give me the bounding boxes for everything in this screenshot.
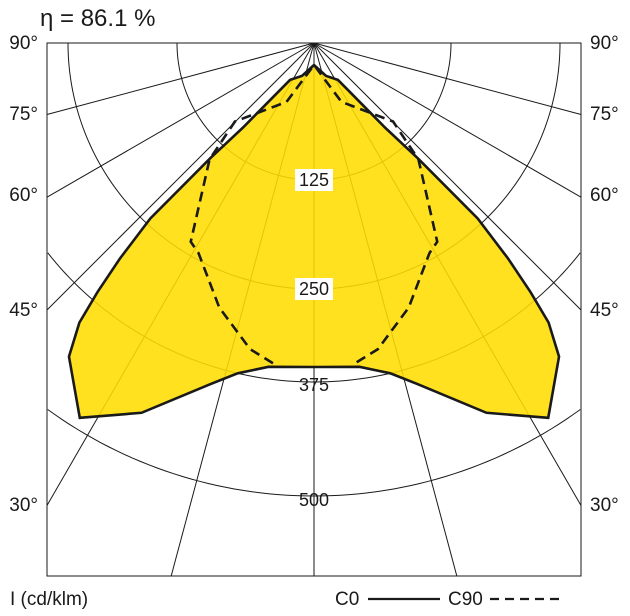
svg-text:60°: 60° [9,185,38,206]
svg-text:375: 375 [299,375,329,395]
svg-text:500: 500 [299,490,329,510]
svg-text:30°: 30° [9,495,38,516]
svg-text:η = 86.1 %: η = 86.1 % [40,5,155,32]
svg-text:75°: 75° [9,104,38,125]
svg-text:60°: 60° [590,185,619,206]
svg-text:250: 250 [299,279,329,299]
svg-text:75°: 75° [590,104,619,125]
svg-text:C0: C0 [335,589,359,610]
svg-text:45°: 45° [9,300,38,321]
svg-text:90°: 90° [9,33,38,54]
svg-text:45°: 45° [590,300,619,321]
svg-text:90°: 90° [590,33,619,54]
svg-text:C90: C90 [448,589,483,610]
svg-text:30°: 30° [590,495,619,516]
svg-text:125: 125 [299,170,329,190]
svg-text:I (cd/klm): I (cd/klm) [10,589,88,610]
